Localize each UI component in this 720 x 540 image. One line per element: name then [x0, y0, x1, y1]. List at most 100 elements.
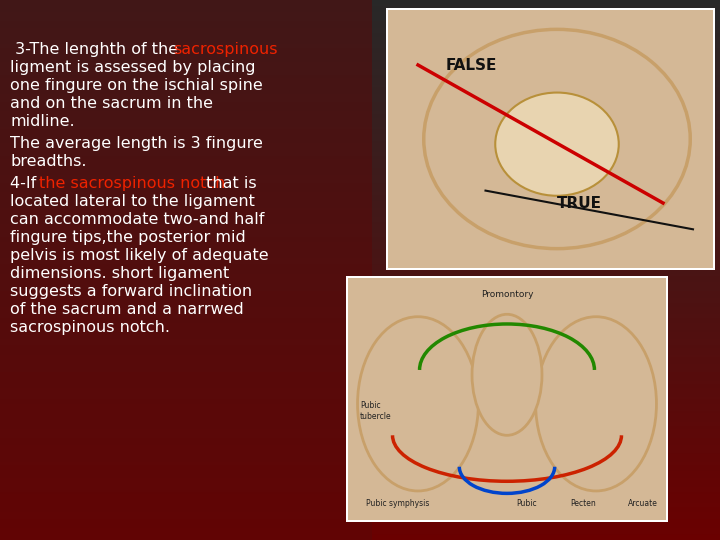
Bar: [0, 334, 720, 336]
Bar: [0, 176, 720, 178]
Bar: [0, 481, 720, 484]
Bar: [0, 186, 720, 189]
Bar: [0, 111, 720, 113]
Bar: [0, 382, 720, 385]
Ellipse shape: [472, 314, 542, 435]
Bar: [0, 429, 720, 432]
Bar: [0, 192, 720, 194]
Bar: [0, 202, 720, 205]
Bar: [0, 285, 720, 288]
Bar: [0, 350, 720, 353]
Bar: [0, 456, 720, 459]
Bar: [0, 521, 720, 524]
Bar: [0, 233, 720, 236]
Bar: [0, 253, 720, 255]
Bar: [0, 496, 720, 498]
Bar: [0, 271, 720, 274]
Bar: [0, 264, 720, 266]
Bar: [0, 370, 720, 373]
Bar: [0, 64, 720, 66]
Bar: [0, 190, 720, 193]
Bar: [0, 436, 720, 439]
Bar: [0, 490, 720, 493]
Bar: [0, 435, 720, 437]
Bar: [0, 129, 720, 131]
Bar: [0, 359, 720, 362]
Bar: [0, 469, 720, 471]
Bar: [0, 330, 720, 333]
Bar: [0, 355, 720, 358]
Bar: [0, 163, 720, 166]
Bar: [0, 28, 720, 31]
Bar: [0, 92, 720, 96]
Bar: [0, 404, 720, 407]
Bar: [0, 392, 720, 394]
Bar: [0, 224, 720, 227]
Bar: [0, 291, 720, 293]
Bar: [0, 96, 720, 99]
Bar: [0, 305, 720, 308]
Bar: [0, 519, 720, 522]
Bar: [0, 474, 720, 477]
Text: the sacrospinous notch: the sacrospinous notch: [39, 176, 225, 191]
Bar: [0, 480, 720, 482]
Bar: [0, 510, 720, 513]
Bar: [0, 258, 720, 261]
Bar: [0, 537, 720, 540]
Text: Pubic
tubercle: Pubic tubercle: [360, 401, 392, 421]
Bar: [0, 15, 720, 18]
Text: can accommodate two-and half: can accommodate two-and half: [10, 212, 264, 227]
Bar: [0, 143, 720, 146]
Bar: [0, 472, 720, 475]
Bar: [0, 256, 720, 259]
Bar: [0, 512, 720, 515]
Text: 3-The lenghth of the: 3-The lenghth of the: [10, 42, 184, 57]
Bar: [0, 500, 720, 502]
Bar: [0, 465, 720, 468]
Bar: [388, 10, 713, 268]
Ellipse shape: [358, 317, 478, 491]
Bar: [0, 157, 720, 160]
Bar: [0, 532, 720, 535]
Bar: [0, 17, 720, 20]
Bar: [0, 230, 720, 232]
Bar: [0, 345, 720, 347]
Bar: [0, 487, 720, 490]
Bar: [0, 152, 720, 155]
Bar: [0, 517, 720, 520]
Bar: [0, 476, 720, 479]
Bar: [0, 145, 720, 147]
Bar: [0, 447, 720, 450]
Bar: [0, 292, 720, 295]
Bar: [0, 338, 720, 340]
Bar: [0, 3, 720, 5]
Bar: [0, 78, 720, 81]
Text: one fingure on the ischial spine: one fingure on the ischial spine: [10, 78, 263, 93]
Bar: [0, 85, 720, 88]
Bar: [0, 240, 720, 243]
Bar: [0, 438, 720, 441]
Bar: [0, 413, 720, 416]
Bar: [0, 123, 720, 126]
Bar: [0, 37, 720, 39]
Bar: [0, 161, 720, 164]
Bar: [0, 42, 720, 45]
Bar: [0, 1, 720, 4]
Bar: [0, 427, 720, 430]
Bar: [0, 141, 720, 144]
Bar: [0, 19, 720, 22]
Bar: [0, 156, 720, 158]
Bar: [0, 535, 720, 538]
Bar: [0, 213, 720, 216]
Bar: [0, 273, 720, 275]
Bar: [0, 91, 720, 93]
Bar: [0, 73, 720, 76]
Bar: [0, 165, 720, 167]
Bar: [0, 327, 720, 329]
Bar: [0, 220, 720, 223]
Bar: [0, 122, 720, 124]
Bar: [0, 526, 720, 529]
Text: Pubic: Pubic: [516, 499, 537, 508]
Bar: [0, 388, 720, 390]
Text: suggests a forward inclination: suggests a forward inclination: [10, 284, 252, 299]
